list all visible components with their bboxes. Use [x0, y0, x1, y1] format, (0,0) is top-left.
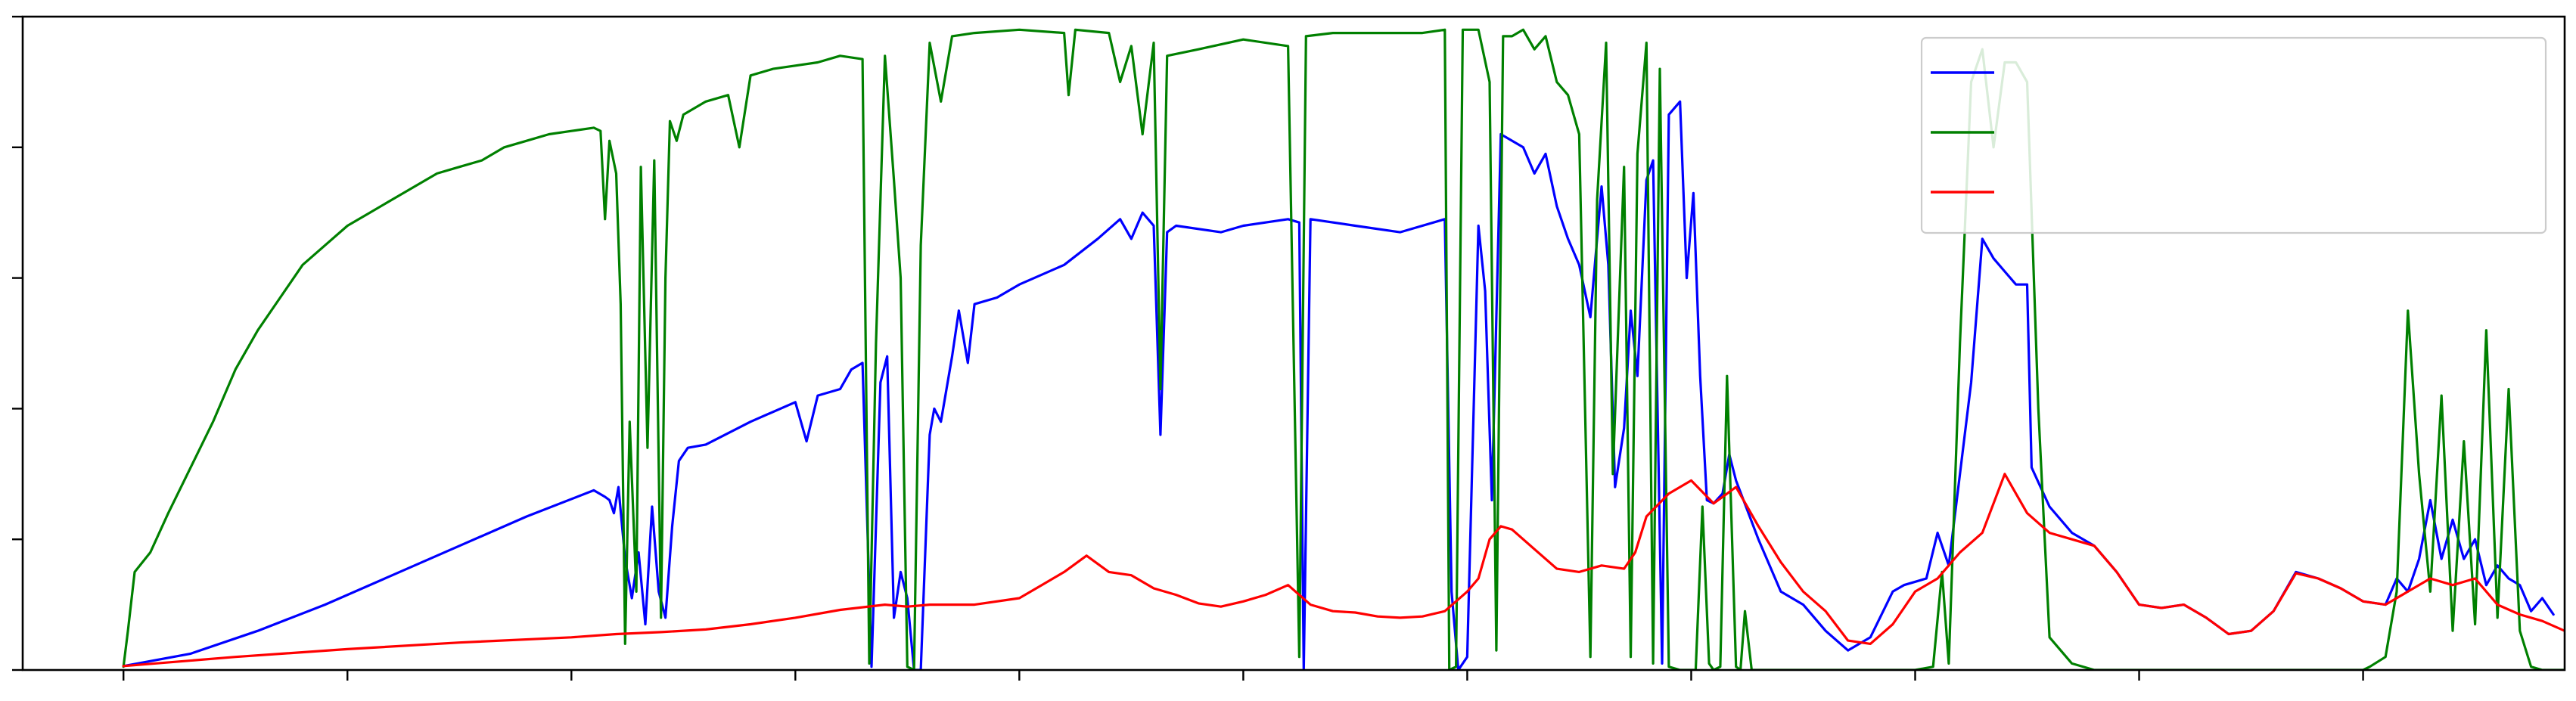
- legend: [1920, 36, 2547, 234]
- plot-frame: [21, 15, 2566, 672]
- legend-box: [1920, 36, 2547, 234]
- series-line-3: [122, 473, 2565, 668]
- axis-layer: [12, 15, 2566, 681]
